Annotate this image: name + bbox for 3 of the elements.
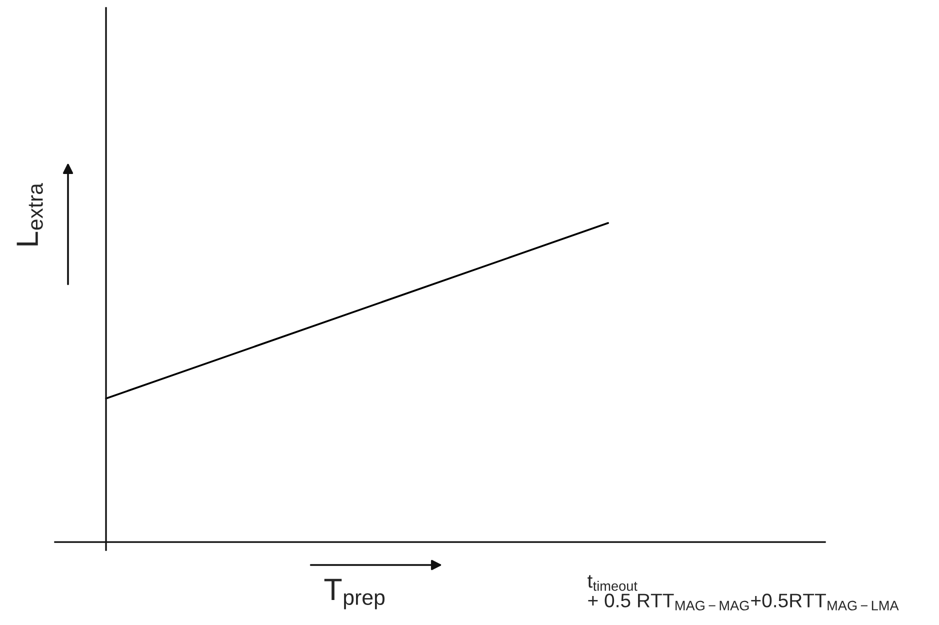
x-axis-title: T$_{prep}$ bbox=[324, 578, 385, 610]
y-axis-title: L$_{extra}$ bbox=[16, 183, 43, 246]
text: t$_{timeout}$ + 0.5 RTT$_{MAG−MAG}$+0.5RTT$_{MAG−LMA}$ bbox=[588, 575, 899, 610]
